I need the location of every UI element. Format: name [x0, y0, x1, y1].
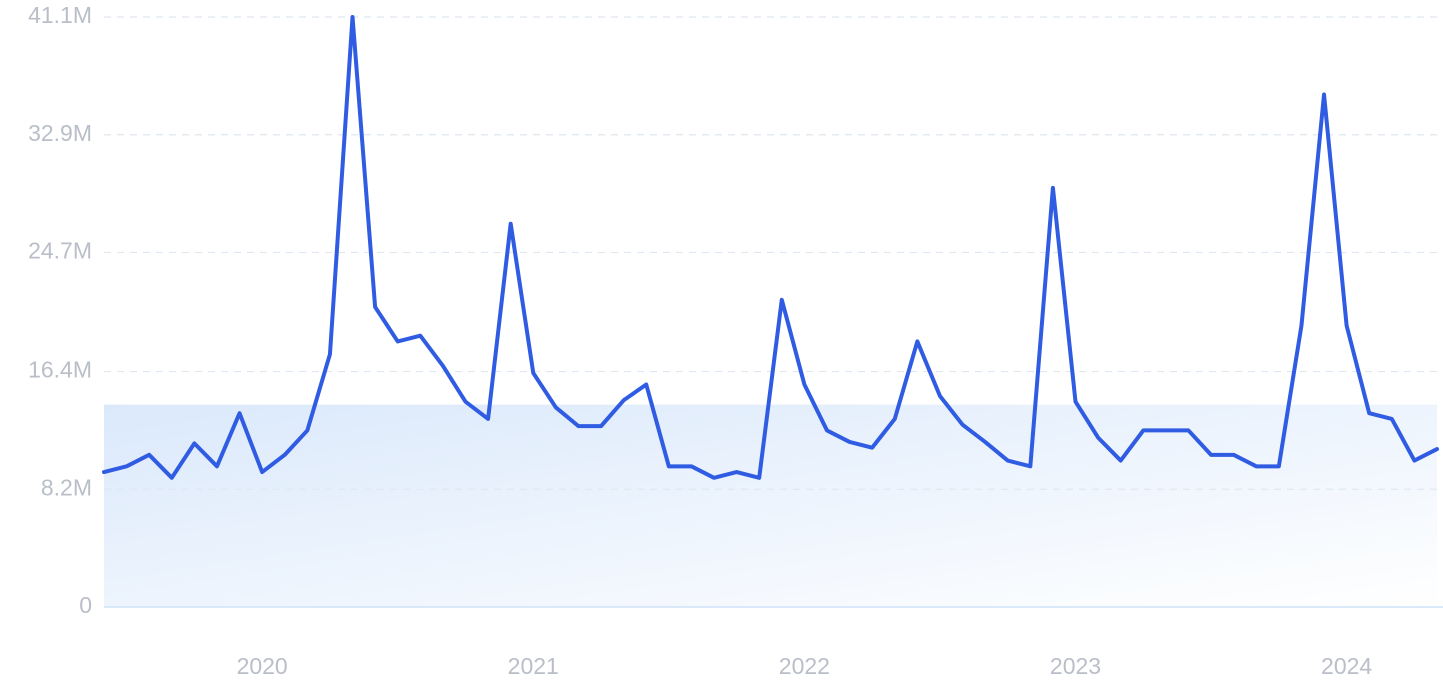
y-tick-label: 24.7M	[28, 238, 92, 264]
x-tick-label: 2021	[508, 653, 559, 679]
y-tick-label: 41.1M	[28, 2, 92, 28]
x-tick-label: 2024	[1321, 653, 1372, 679]
x-tick-label: 2022	[779, 653, 830, 679]
shaded-range	[104, 404, 1437, 607]
data-line	[102, 15, 1439, 480]
y-tick-label: 8.2M	[41, 474, 92, 500]
y-tick-label: 16.4M	[28, 357, 92, 383]
y-tick-label: 0	[79, 592, 92, 618]
y-tick-label: 32.9M	[28, 120, 92, 146]
x-tick-label: 2023	[1050, 653, 1101, 679]
x-tick-label: 2020	[237, 653, 288, 679]
